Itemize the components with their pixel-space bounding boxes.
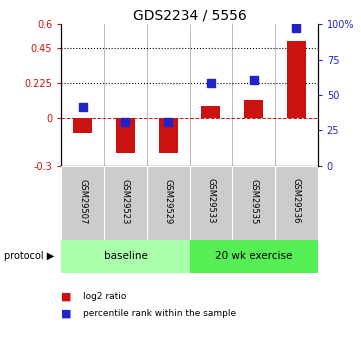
Bar [73,118,92,132]
Text: 20 wk exercise: 20 wk exercise [215,251,292,261]
Point [251,77,256,83]
Bar [232,166,275,240]
Text: GSM29523: GSM29523 [121,178,130,224]
Bar [190,166,232,240]
Text: GSM29533: GSM29533 [206,178,216,224]
Text: GSM29529: GSM29529 [164,179,173,224]
Bar [116,118,135,153]
Point [165,120,171,125]
Text: percentile rank within the sample: percentile rank within the sample [83,309,236,318]
Bar [244,100,263,118]
Bar [275,166,318,240]
Text: ■: ■ [61,292,72,302]
Title: GDS2234 / 5556: GDS2234 / 5556 [132,9,247,23]
Text: baseline: baseline [104,251,147,261]
Bar [287,41,306,118]
Text: GSM29507: GSM29507 [78,178,87,224]
Point [293,25,299,31]
Bar [104,166,147,240]
Point [80,105,86,110]
Bar [147,166,190,240]
Text: GSM29535: GSM29535 [249,178,258,224]
Text: protocol ▶: protocol ▶ [4,251,54,261]
Text: ■: ■ [61,309,72,319]
Bar [61,240,190,273]
Text: log2 ratio: log2 ratio [83,292,126,301]
Bar [190,240,318,273]
Bar [158,118,178,153]
Bar [201,106,221,118]
Bar [61,166,104,240]
Text: GSM29536: GSM29536 [292,178,301,224]
Point [123,120,129,125]
Point [208,80,214,86]
